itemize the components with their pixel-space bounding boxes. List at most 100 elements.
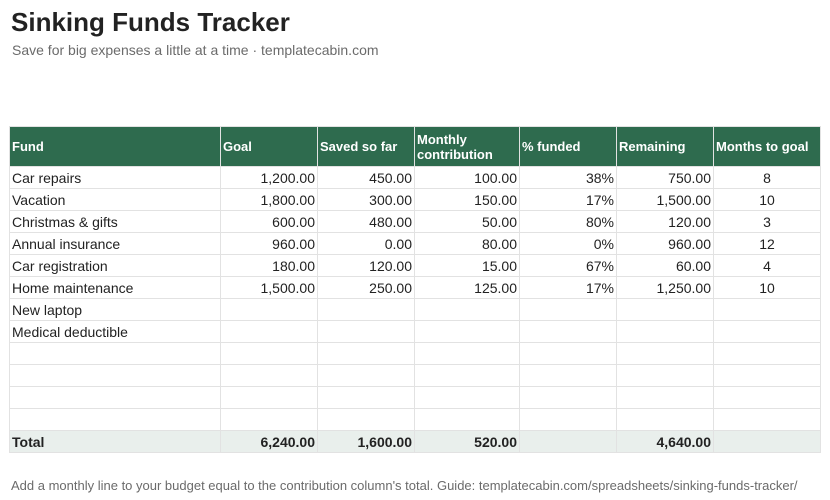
fund-cell[interactable]: Christmas & gifts [9,210,221,233]
total-goal-cell[interactable]: 6,240.00 [220,430,318,453]
fund-cell[interactable] [9,408,221,431]
fund-cell[interactable]: Car repairs [9,166,221,189]
months-to-goal-cell[interactable]: 8 [713,166,821,189]
fund-cell[interactable]: Annual insurance [9,232,221,255]
monthly-contribution-cell[interactable] [414,320,520,343]
saved-cell[interactable] [317,386,415,409]
saved-cell[interactable]: 120.00 [317,254,415,277]
percent-funded-cell[interactable] [519,320,617,343]
monthly-contribution-cell[interactable] [414,298,520,321]
months-to-goal-cell[interactable] [713,342,821,365]
total-months-to-goal-cell[interactable] [713,430,821,453]
months-to-goal-cell[interactable]: 10 [713,188,821,211]
monthly-contribution-cell[interactable]: 80.00 [414,232,520,255]
total-percent-funded-cell[interactable] [519,430,617,453]
table-row [9,342,821,365]
monthly-contribution-cell[interactable]: 50.00 [414,210,520,233]
column-header-monthly-contribution[interactable]: Monthly contribution [414,126,520,167]
remaining-cell[interactable] [616,320,714,343]
goal-cell[interactable]: 1,500.00 [220,276,318,299]
remaining-cell[interactable] [616,364,714,387]
saved-cell[interactable] [317,364,415,387]
goal-cell[interactable] [220,408,318,431]
percent-funded-cell[interactable] [519,386,617,409]
column-header-percent-funded[interactable]: % funded [519,126,617,167]
goal-cell[interactable] [220,342,318,365]
months-to-goal-cell[interactable] [713,386,821,409]
percent-funded-cell[interactable]: 0% [519,232,617,255]
months-to-goal-cell[interactable] [713,298,821,321]
percent-funded-cell[interactable] [519,298,617,321]
fund-cell[interactable] [9,342,221,365]
percent-funded-cell[interactable]: 80% [519,210,617,233]
months-to-goal-cell[interactable]: 3 [713,210,821,233]
saved-cell[interactable]: 250.00 [317,276,415,299]
remaining-cell[interactable]: 120.00 [616,210,714,233]
remaining-cell[interactable]: 750.00 [616,166,714,189]
fund-cell[interactable]: New laptop [9,298,221,321]
saved-cell[interactable] [317,298,415,321]
goal-cell[interactable]: 960.00 [220,232,318,255]
monthly-contribution-cell[interactable] [414,342,520,365]
saved-cell[interactable] [317,342,415,365]
percent-funded-cell[interactable]: 17% [519,276,617,299]
saved-cell[interactable] [317,320,415,343]
fund-cell[interactable]: Vacation [9,188,221,211]
goal-cell[interactable]: 600.00 [220,210,318,233]
saved-cell[interactable]: 300.00 [317,188,415,211]
percent-funded-cell[interactable]: 17% [519,188,617,211]
goal-cell[interactable] [220,298,318,321]
remaining-cell[interactable]: 1,500.00 [616,188,714,211]
goal-cell[interactable]: 180.00 [220,254,318,277]
months-to-goal-cell[interactable] [713,364,821,387]
goal-cell[interactable]: 1,200.00 [220,166,318,189]
months-to-goal-cell[interactable] [713,320,821,343]
total-label[interactable]: Total [9,430,221,453]
remaining-cell[interactable] [616,386,714,409]
column-header-saved[interactable]: Saved so far [317,126,415,167]
months-to-goal-cell[interactable]: 10 [713,276,821,299]
months-to-goal-cell[interactable] [713,408,821,431]
percent-funded-cell[interactable]: 38% [519,166,617,189]
monthly-contribution-cell[interactable]: 150.00 [414,188,520,211]
remaining-cell[interactable]: 60.00 [616,254,714,277]
column-header-remaining[interactable]: Remaining [616,126,714,167]
monthly-contribution-cell[interactable] [414,364,520,387]
percent-funded-cell[interactable] [519,408,617,431]
goal-cell[interactable]: 1,800.00 [220,188,318,211]
column-header-fund[interactable]: Fund [9,126,221,167]
total-saved-cell[interactable]: 1,600.00 [317,430,415,453]
total-monthly-contribution-cell[interactable]: 520.00 [414,430,520,453]
fund-cell[interactable] [9,364,221,387]
months-to-goal-cell[interactable]: 12 [713,232,821,255]
remaining-cell[interactable] [616,298,714,321]
remaining-cell[interactable]: 960.00 [616,232,714,255]
fund-cell[interactable]: Medical deductible [9,320,221,343]
fund-cell[interactable] [9,386,221,409]
remaining-cell[interactable] [616,408,714,431]
saved-cell[interactable]: 450.00 [317,166,415,189]
saved-cell[interactable]: 480.00 [317,210,415,233]
percent-funded-cell[interactable] [519,342,617,365]
goal-cell[interactable] [220,364,318,387]
percent-funded-cell[interactable] [519,364,617,387]
footer-note: Add a monthly line to your budget equal … [11,478,798,493]
remaining-cell[interactable]: 1,250.00 [616,276,714,299]
monthly-contribution-cell[interactable]: 100.00 [414,166,520,189]
column-header-goal[interactable]: Goal [220,126,318,167]
percent-funded-cell[interactable]: 67% [519,254,617,277]
saved-cell[interactable] [317,408,415,431]
months-to-goal-cell[interactable]: 4 [713,254,821,277]
goal-cell[interactable] [220,320,318,343]
monthly-contribution-cell[interactable] [414,386,520,409]
goal-cell[interactable] [220,386,318,409]
monthly-contribution-cell[interactable] [414,408,520,431]
fund-cell[interactable]: Car registration [9,254,221,277]
monthly-contribution-cell[interactable]: 125.00 [414,276,520,299]
column-header-months-to-goal[interactable]: Months to goal [713,126,821,167]
saved-cell[interactable]: 0.00 [317,232,415,255]
fund-cell[interactable]: Home maintenance [9,276,221,299]
total-remaining-cell[interactable]: 4,640.00 [616,430,714,453]
remaining-cell[interactable] [616,342,714,365]
monthly-contribution-cell[interactable]: 15.00 [414,254,520,277]
